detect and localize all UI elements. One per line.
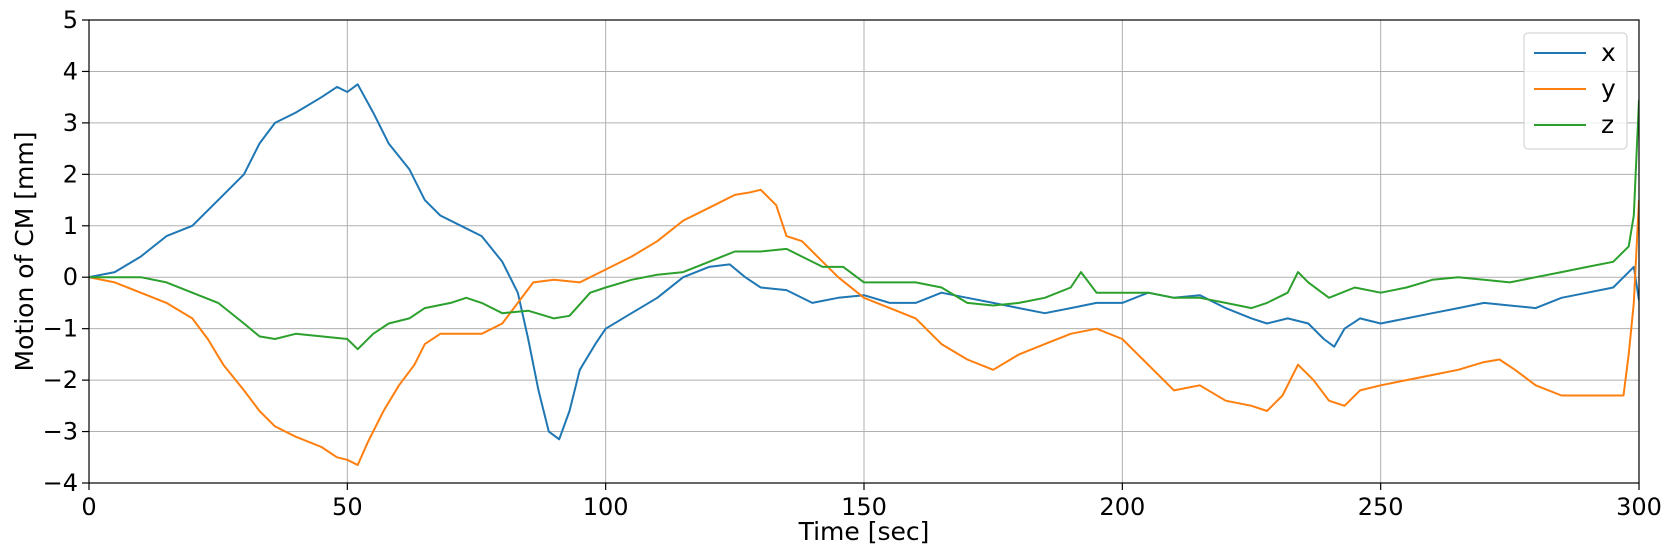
x-tick-label: 250 [1358,493,1404,521]
series-line-y [89,188,1639,466]
legend-label-y: y [1601,74,1616,103]
series-layer [89,83,1639,466]
y-axis-label: Motion of CM [mm] [10,132,39,372]
x-tick-label: 150 [841,493,887,521]
y-tick-label: −1 [43,315,78,343]
y-tick-label: −4 [43,469,78,497]
y-tick-label: 3 [63,109,78,137]
y-tick-label: 2 [63,160,78,188]
x-tick-label: 300 [1616,493,1662,521]
y-tick-label: 1 [63,212,78,240]
y-tick-label: 4 [63,57,78,85]
series-line-x [89,83,1639,441]
x-axis-label: Time [sec] [798,517,930,546]
x-tick-label: 50 [332,493,363,521]
y-tick-label: 0 [63,263,78,291]
y-tick-label: −3 [43,418,78,446]
legend: xyz [1523,32,1628,150]
legend-label-x: x [1601,38,1616,67]
x-tick-label: 200 [1099,493,1145,521]
ticks: 0 50 100 150 200 250 300 −4 −3 −2 −1 0 1 2 3 4 5 [43,6,1662,521]
x-tick-label: 0 [81,493,96,521]
grid [88,19,1640,484]
x-tick-label: 100 [583,493,629,521]
series-line-z [89,99,1639,351]
legend-box [1523,32,1628,150]
y-tick-label: 5 [63,6,78,34]
legend-label-z: z [1601,110,1614,139]
y-tick-label: −2 [43,366,78,394]
